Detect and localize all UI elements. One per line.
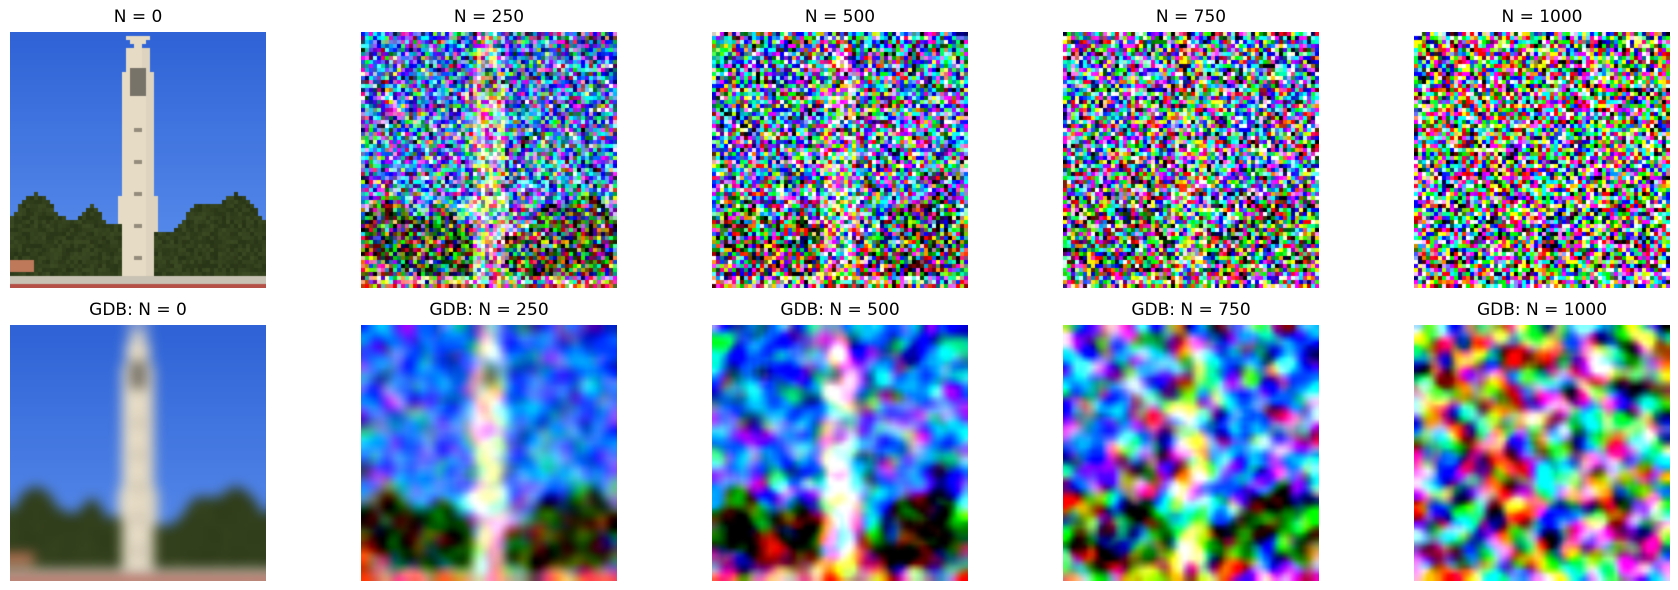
panel-title: GDB: N = 750 <box>1131 300 1251 320</box>
panel-noisy-n500: N = 500 <box>712 0 968 290</box>
noisy-image-n1000 <box>1414 32 1670 288</box>
panel-title: N = 1000 <box>1501 7 1583 27</box>
gdb-image-n0 <box>10 325 266 581</box>
panel-noisy-n250: N = 250 <box>361 0 617 290</box>
noisy-image-n0 <box>10 32 266 288</box>
panel-title: N = 250 <box>453 7 525 27</box>
panel-gdb-n250: GDB: N = 250 <box>361 293 617 583</box>
panel-title: GDB: N = 500 <box>780 300 900 320</box>
panel-gdb-n0: GDB: N = 0 <box>10 293 266 583</box>
panel-noisy-n1000: N = 1000 <box>1414 0 1670 290</box>
gdb-image-n1000 <box>1414 325 1670 581</box>
panel-noisy-n0: N = 0 <box>10 0 266 290</box>
panel-gdb-n750: GDB: N = 750 <box>1063 293 1319 583</box>
panel-title: GDB: N = 0 <box>89 300 187 320</box>
panel-title: N = 750 <box>1155 7 1227 27</box>
panel-gdb-n1000: GDB: N = 1000 <box>1414 293 1670 583</box>
gdb-image-n750 <box>1063 325 1319 581</box>
gdb-image-n250 <box>361 325 617 581</box>
gdb-image-n500 <box>712 325 968 581</box>
panel-title: GDB: N = 1000 <box>1476 300 1608 320</box>
panel-title: N = 0 <box>113 7 163 27</box>
panel-gdb-n500: GDB: N = 500 <box>712 293 968 583</box>
noisy-image-n500 <box>712 32 968 288</box>
panel-title: N = 500 <box>804 7 876 27</box>
noisy-image-n750 <box>1063 32 1319 288</box>
noisy-image-n250 <box>361 32 617 288</box>
panel-title: GDB: N = 250 <box>429 300 549 320</box>
panel-noisy-n750: N = 750 <box>1063 0 1319 290</box>
